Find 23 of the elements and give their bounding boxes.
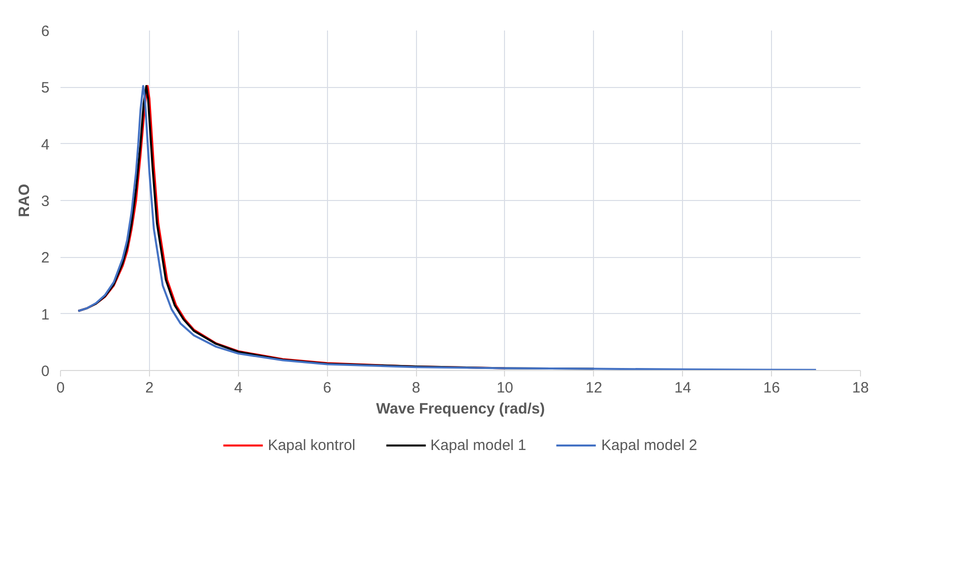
y-tick-label: 2 [41,250,50,267]
x-tick-label: 12 [585,380,602,396]
legend-label: Kapal kontrol [268,436,356,454]
y-tick-label: 5 [41,80,50,97]
y-tick-label: 0 [41,363,50,380]
y-tick-label: 4 [41,136,50,154]
x-tick-label: 0 [56,380,65,396]
x-tick-label: 4 [234,380,242,396]
x-tick-label: 10 [496,380,514,396]
x-tick-label: 6 [322,380,332,396]
x-tick-label: 2 [145,380,154,396]
legend-label: Kapal model 1 [430,436,526,454]
y-tick-label: 6 [41,23,50,40]
x-tick-label: 16 [763,380,780,396]
legend-label: Kapal model 2 [601,436,698,454]
y-tick-label: 1 [41,306,50,324]
line-series [77,85,818,370]
y-axis-title: RAO [16,184,34,218]
x-tick-label: 8 [412,380,420,396]
x-tick-label: 18 [852,380,869,396]
y-tick-label: 3 [41,193,50,210]
x-tick-label: 14 [674,380,692,396]
x-axis-title: Wave Frequency (rad/s) [376,400,545,418]
